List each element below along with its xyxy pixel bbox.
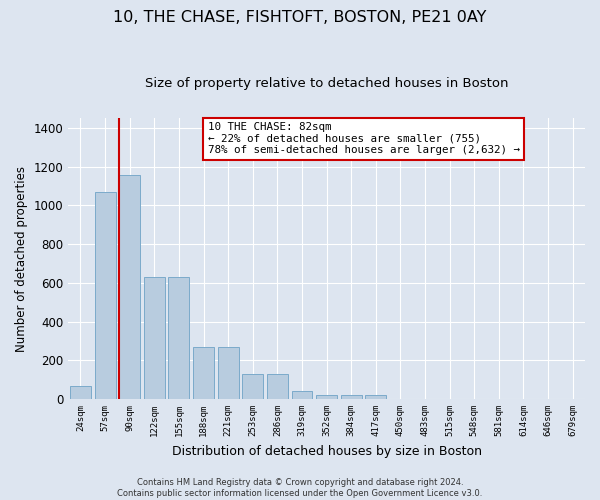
Bar [70, 386, 91, 399]
Bar [218, 346, 239, 399]
Bar [144, 277, 165, 399]
Text: 10, THE CHASE, FISHTOFT, BOSTON, PE21 0AY: 10, THE CHASE, FISHTOFT, BOSTON, PE21 0A… [113, 10, 487, 25]
Bar [95, 192, 116, 399]
Text: 10 THE CHASE: 82sqm
← 22% of detached houses are smaller (755)
78% of semi-detac: 10 THE CHASE: 82sqm ← 22% of detached ho… [208, 122, 520, 156]
Y-axis label: Number of detached properties: Number of detached properties [15, 166, 28, 352]
Bar [169, 277, 190, 399]
X-axis label: Distribution of detached houses by size in Boston: Distribution of detached houses by size … [172, 444, 482, 458]
Bar [119, 175, 140, 399]
Bar [267, 374, 288, 399]
Bar [242, 374, 263, 399]
Bar [341, 395, 362, 399]
Title: Size of property relative to detached houses in Boston: Size of property relative to detached ho… [145, 78, 508, 90]
Text: Contains HM Land Registry data © Crown copyright and database right 2024.
Contai: Contains HM Land Registry data © Crown c… [118, 478, 482, 498]
Bar [365, 395, 386, 399]
Bar [292, 392, 313, 399]
Bar [193, 346, 214, 399]
Bar [316, 395, 337, 399]
